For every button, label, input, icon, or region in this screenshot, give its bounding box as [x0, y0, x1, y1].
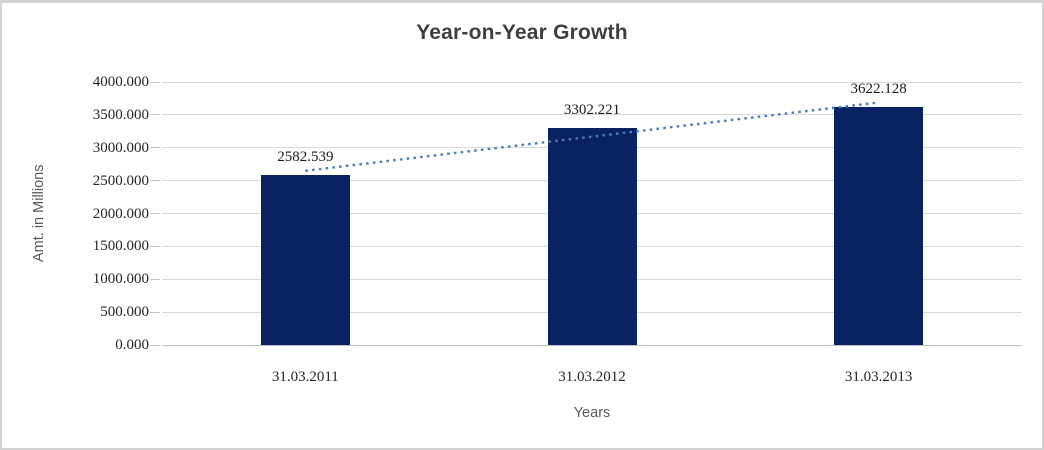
y-tick-label: 2500.000: [92, 172, 149, 189]
bar: [547, 127, 637, 345]
bar: [260, 175, 350, 345]
y-tick-mark: [150, 147, 160, 149]
x-category-label: 31.03.2013: [844, 369, 913, 385]
y-tick-mark: [150, 180, 160, 182]
y-tick-mark: [150, 311, 160, 313]
gridline: [162, 344, 1022, 346]
x-category-label: 31.03.2011: [271, 369, 339, 385]
y-tick-mark: [150, 245, 160, 247]
bar-value-label: 2582.539: [277, 149, 334, 166]
y-tick-label: 2000.000: [92, 205, 149, 222]
y-tick-label: 3000.000: [92, 139, 149, 156]
bar-value-label: 3302.221: [563, 101, 621, 118]
x-category-label: 31.03.2012: [558, 369, 626, 385]
y-tick-label: 500.000: [100, 304, 149, 321]
y-tick-label: 0.000: [115, 337, 149, 353]
y-tick-mark: [150, 81, 160, 83]
y-tick-label: 1000.000: [92, 271, 149, 288]
y-tick-mark: [150, 278, 160, 280]
y-tick-mark: [150, 213, 160, 214]
y-tick-mark: [150, 344, 160, 346]
gridline: [162, 81, 1022, 83]
chart-title: Year-on-Year Growth: [416, 21, 628, 44]
y-tick-label: 4000.000: [92, 74, 149, 90]
y-tick-label: 3500.000: [92, 106, 149, 123]
y-tick-label: 1500.000: [92, 238, 149, 255]
y-tick-mark: [150, 114, 160, 116]
bar: [834, 106, 924, 345]
x-axis-title: Years: [573, 405, 611, 421]
bar-value-label: 3622.128: [850, 80, 907, 97]
